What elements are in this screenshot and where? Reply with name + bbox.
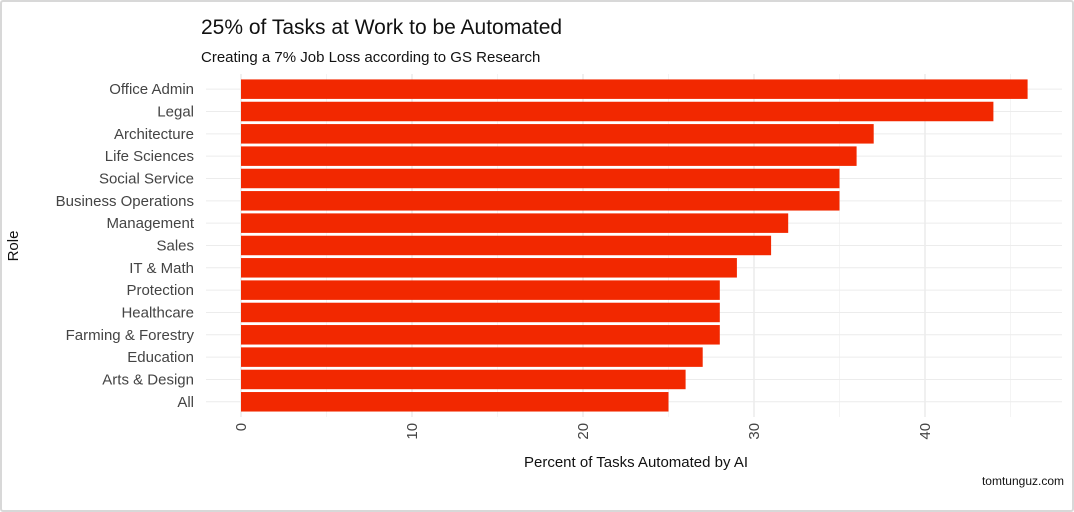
bar <box>241 302 720 323</box>
bar <box>241 101 994 122</box>
bar <box>241 124 874 144</box>
bar <box>241 280 720 300</box>
category-label: Healthcare <box>121 304 194 321</box>
category-label: Life Sciences <box>105 148 194 165</box>
x-tick-label: 10 <box>404 423 421 440</box>
category-label: Protection <box>126 282 194 299</box>
source-caption: tomtunguz.com <box>982 474 1064 488</box>
category-label: All <box>177 394 194 411</box>
category-label: Social Service <box>99 170 194 187</box>
bar <box>241 168 840 189</box>
category-label: Arts & Design <box>102 371 194 388</box>
bar <box>241 213 789 233</box>
category-label: Education <box>127 349 194 366</box>
bar <box>241 325 720 345</box>
category-label: Office Admin <box>109 81 194 98</box>
x-tick-label: 30 <box>746 423 763 440</box>
category-label: Management <box>106 215 194 232</box>
category-labels: Office Admin Legal Architecture Life Scienc… <box>56 81 195 411</box>
chart-title: 25% of Tasks at Work to be Automated <box>201 16 562 39</box>
bar <box>241 392 669 412</box>
bar <box>241 258 737 278</box>
bar <box>241 191 840 211</box>
bar <box>241 347 703 367</box>
bar <box>241 235 772 256</box>
x-tick-label: 40 <box>917 423 934 440</box>
chart-subtitle: Creating a 7% Job Loss according to GS R… <box>201 49 540 66</box>
category-label: IT & Math <box>129 260 194 277</box>
category-label: Sales <box>156 237 194 254</box>
x-tick-labels: 0 10 20 30 40 <box>233 423 934 440</box>
category-label: Legal <box>157 103 194 120</box>
category-label: Business Operations <box>56 193 194 210</box>
bar <box>241 369 686 390</box>
category-label: Farming & Forestry <box>66 327 195 344</box>
bars <box>241 79 1028 412</box>
x-tick-label: 20 <box>575 423 592 440</box>
category-label: Architecture <box>114 126 194 143</box>
bar <box>241 79 1028 99</box>
bar <box>241 146 857 166</box>
y-axis-title: Role <box>5 231 22 262</box>
x-axis-title: Percent of Tasks Automated by AI <box>524 454 748 471</box>
x-tick-label: 0 <box>233 423 250 431</box>
